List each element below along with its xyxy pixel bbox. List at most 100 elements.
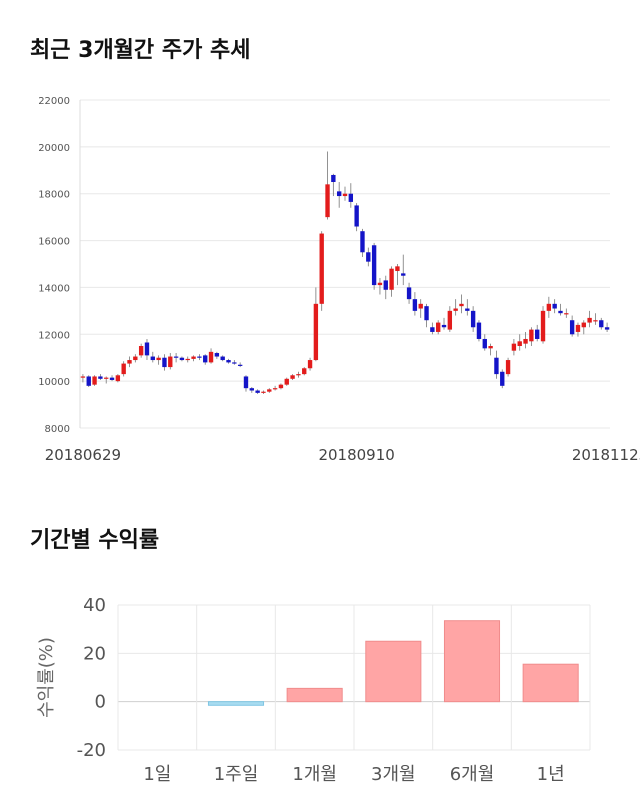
price-candlestick-chart: 22000 20000 18000 16000 14000 12000 10000 8000 2… — [38, 96, 640, 464]
candle-body — [313, 303, 319, 361]
candle-body — [191, 356, 196, 359]
candle-body — [418, 303, 423, 309]
x-tick-label: 20181123 — [572, 446, 640, 464]
candle-body — [115, 375, 121, 382]
candle-body — [593, 320, 598, 322]
candle-body — [546, 303, 552, 311]
candle-body — [523, 338, 528, 344]
category-label: 3개월 — [371, 764, 416, 785]
y-tick-label: 40 — [83, 595, 106, 616]
candle-body — [336, 191, 342, 197]
y-tick-label: -20 — [77, 740, 106, 761]
candle-body — [255, 390, 260, 393]
candle-body — [98, 376, 103, 379]
category-label: 1일 — [143, 764, 171, 785]
candle-body — [406, 287, 412, 300]
candle-body — [173, 356, 179, 358]
candle-body — [185, 358, 190, 361]
candle-body — [179, 357, 185, 361]
return-bar — [522, 663, 579, 703]
candle-body — [383, 280, 388, 290]
candle-body — [133, 356, 138, 361]
candle-body — [564, 313, 569, 315]
candle-body — [80, 376, 86, 378]
candle-body — [511, 343, 517, 351]
x-tick-label: 20180629 — [45, 446, 121, 464]
candle-body — [243, 376, 249, 389]
candle-body — [371, 245, 377, 286]
candle-body — [150, 356, 155, 361]
candle-body — [278, 384, 284, 389]
category-label: 1개월 — [292, 764, 337, 785]
price-chart-title: 최근 3개월간 주가 추세 — [30, 38, 251, 63]
return-bar — [286, 687, 343, 703]
candle-body — [465, 308, 470, 311]
candle-body — [430, 327, 435, 332]
candle-body — [401, 273, 406, 276]
candle-body — [331, 174, 336, 182]
candle-body — [569, 320, 575, 335]
candle-body — [127, 360, 132, 364]
candle-body — [412, 299, 418, 311]
y-tick-label: 8000 — [45, 424, 70, 435]
y-tick-label: 20000 — [38, 143, 70, 154]
candle-body — [552, 303, 557, 309]
candle-body — [575, 324, 581, 332]
candle-body — [290, 375, 295, 379]
candle-body — [226, 360, 231, 363]
candle-body — [599, 320, 604, 328]
x-tick-label: 20180910 — [318, 446, 394, 464]
candle-body — [500, 371, 505, 386]
candle-body — [261, 391, 266, 393]
category-label: 6개월 — [450, 764, 495, 785]
y-tick-label: 12000 — [38, 330, 70, 341]
candle-body — [354, 205, 359, 227]
candle-body — [587, 317, 592, 323]
y-tick-label: 18000 — [38, 190, 70, 201]
y-tick-label: 22000 — [38, 96, 70, 107]
candle-body — [109, 377, 115, 380]
candle-body — [249, 388, 254, 391]
candle-body — [348, 193, 354, 202]
y-tick-label: 16000 — [38, 237, 70, 248]
candle-body — [529, 329, 534, 342]
candle-body — [395, 266, 400, 272]
return-bar — [207, 701, 265, 706]
candle-body — [494, 357, 499, 375]
candle-body — [104, 377, 109, 379]
candle-body — [366, 252, 371, 262]
y-tick-label: 0 — [95, 692, 106, 713]
candle-body — [214, 353, 220, 357]
candle-body — [453, 308, 458, 311]
candle-body — [272, 388, 278, 390]
candle-body — [436, 322, 441, 332]
candle-body — [476, 322, 482, 339]
candle-body — [535, 329, 540, 339]
candle-body — [488, 346, 493, 349]
candle-body — [284, 378, 289, 385]
candle-body — [144, 342, 150, 356]
category-label: 1년 — [537, 764, 565, 785]
candle-body — [558, 310, 563, 314]
candle-body — [121, 363, 126, 375]
candle-body — [86, 376, 91, 386]
candle-body — [319, 233, 324, 304]
return-chart-title: 기간별 수익률 — [30, 528, 160, 553]
candle-body — [162, 357, 167, 368]
candle-body — [517, 341, 522, 346]
candle-body — [441, 324, 447, 328]
candle-body — [459, 303, 464, 307]
category-label: 1주일 — [214, 764, 259, 785]
candle-body — [168, 356, 173, 368]
candle-body — [92, 376, 97, 385]
candle-body — [424, 306, 429, 321]
candle-body — [470, 310, 476, 328]
y-tick-label: 10000 — [38, 377, 70, 388]
return-bar — [443, 620, 501, 703]
candle-body — [307, 360, 313, 369]
y-tick-label: 20 — [83, 643, 106, 664]
candle-body — [208, 351, 214, 363]
candle-body — [342, 193, 348, 197]
return-bar — [365, 640, 422, 703]
